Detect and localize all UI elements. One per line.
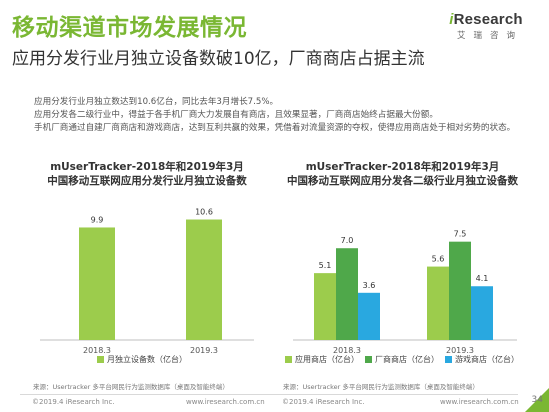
chart2-title-line1: mUserTracker-2018年和2019年3月 (305, 161, 500, 173)
legend-label: 月独立设备数（亿台） (107, 354, 187, 364)
page-number: 34 (531, 395, 543, 405)
logo-brand-i: i (449, 11, 454, 28)
footer-url: www.iresearch.com.cn (186, 398, 265, 406)
corner-decoration (525, 388, 549, 412)
legend-label: 厂商商店（亿台） (375, 354, 439, 364)
legend-swatch (285, 356, 292, 363)
bar (358, 292, 380, 340)
chart2-title: mUserTracker-2018年和2019年3月 中国移动互联网应用分发各二… (280, 160, 525, 188)
bar-value-label: 7.0 (341, 236, 354, 245)
bar (449, 241, 471, 340)
logo-brand-rest: Research (453, 11, 523, 28)
bar-value-label: 5.1 (319, 261, 332, 270)
chart1-title: mUserTracker-2018年和2019年3月 中国移动互联网应用分发行业… (32, 160, 262, 188)
bar (186, 219, 222, 340)
footer-copyright: ©2019.4 iResearch Inc. (32, 398, 115, 406)
logo-chinese-name: 艾瑞咨询 (456, 31, 523, 41)
x-tick-label: 2018.3 (333, 346, 361, 355)
legend-swatch (365, 356, 372, 363)
chart2-source: 来源：Usertracker 多平台网民行为监测数据库（桌面及智能终端） (283, 383, 479, 391)
bar (79, 227, 115, 340)
legend-swatch (97, 356, 104, 363)
bar (427, 266, 449, 340)
summary-paragraph: 应用分发各二级行业中，得益于各手机厂商大力发展自有商店，且效果显著，厂商商店始终… (34, 110, 438, 120)
page-title: 移动渠道市场发展情况 (12, 15, 247, 41)
x-tick-label: 2018.3 (83, 346, 111, 355)
footer-copyright: ©2019.4 iResearch Inc. (282, 398, 365, 406)
chart1-title-line1: mUserTracker-2018年和2019年3月 (50, 161, 244, 173)
bar (471, 286, 493, 340)
bar-value-label: 9.9 (91, 215, 104, 224)
legend-swatch (445, 356, 452, 363)
chart2-subindustry-devices: 5.1 7.0 3.6 2018.3 5.6 7.5 4.1 2019.3 应用商店（亿台） 厂商… (285, 230, 519, 364)
bar-value-label: 10.6 (195, 208, 213, 217)
footer-divider (20, 394, 518, 395)
chart2-title-line2: 中国移动互联网应用分发各二级行业月独立设备数 (287, 175, 518, 187)
legend-label: 游戏商店（亿台） (455, 354, 519, 364)
bar-value-label: 4.1 (476, 274, 489, 283)
logo-brand: iResearch (445, 11, 527, 28)
chart1-source: 来源：Usertracker 多平台网民行为监测数据库（桌面及智能终端） (33, 383, 229, 391)
bar-value-label: 7.5 (454, 230, 467, 239)
summary-text: 应用分发行业月独立数达到10.6亿台，同比去年3月增长7.5%。 应用分发各二级… (34, 96, 539, 135)
footer-url: www.iresearch.com.cn (440, 398, 519, 406)
legend-label: 应用商店（亿台） (295, 354, 359, 364)
summary-paragraph: 手机厂商通过自建厂商商店和游戏商店，达到互利共赢的效果，凭借着对流量资源的夺权，… (34, 123, 516, 133)
x-tick-label: 2019.3 (446, 346, 474, 355)
bar-value-label: 5.6 (432, 255, 445, 264)
chart1-title-line2: 中国移动互联网应用分发行业月独立设备数 (47, 175, 247, 187)
x-tick-label: 2019.3 (190, 346, 218, 355)
bar (336, 248, 358, 340)
summary-paragraph: 应用分发行业月独立数达到10.6亿台，同比去年3月增长7.5%。 (34, 97, 279, 107)
iresearch-logo: iResearch 艾瑞咨询 (445, 11, 527, 41)
bar (314, 273, 336, 340)
bar-value-label: 3.6 (363, 281, 376, 290)
page-subtitle: 应用分发行业月独立设备数破10亿，厂商商店占据主流 (12, 49, 425, 69)
